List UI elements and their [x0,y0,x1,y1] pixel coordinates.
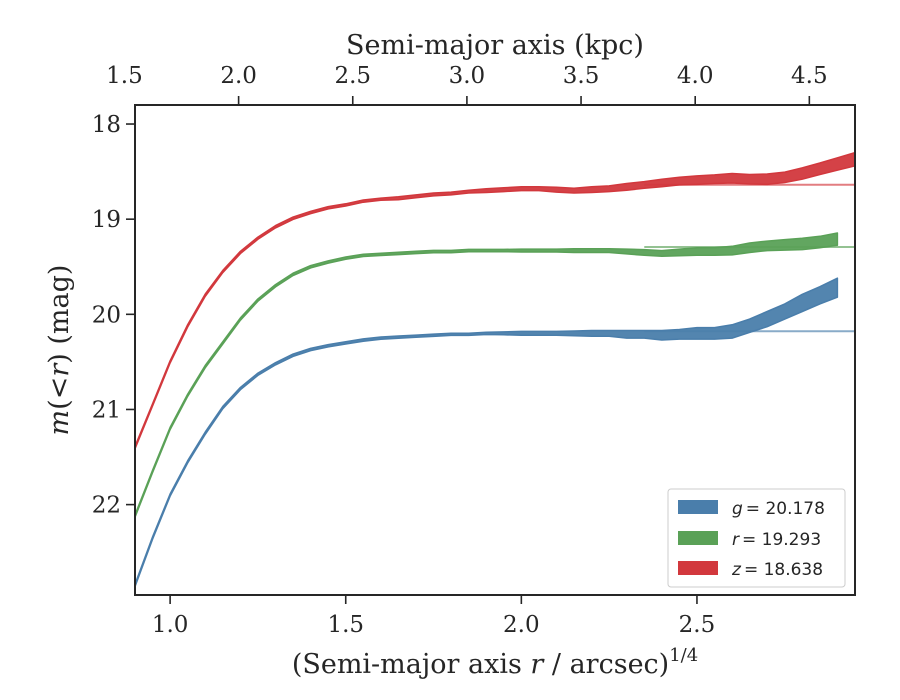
x-tick-label: 1.5 [327,612,364,638]
x-tick-label: 1.0 [152,612,189,638]
x-axis-ticks: 1.0 1.5 2.0 2.5 [152,595,715,638]
y-tick-label: 22 [92,493,121,519]
legend-label-g: g = 20.178 [732,499,825,519]
top-x-tick-label: 2.0 [220,63,257,89]
top-x-tick-label: 2.5 [334,63,371,89]
series-bands [135,151,855,588]
top-x-axis-label: Semi-major axis (kpc) [346,30,644,61]
y-tick-label: 20 [92,302,121,328]
band-g [135,277,839,588]
legend-swatch-g [678,500,718,514]
band-z [135,151,855,450]
x-tick-label: 2.0 [503,612,540,638]
y-tick-label: 19 [92,207,121,233]
y-axis-ticks: 18 19 20 21 22 [92,112,135,519]
top-x-tick-label: 4.0 [677,63,714,89]
top-x-tick-label: 1.5 [106,63,143,89]
top-x-axis-ticks: 1.5 2.0 2.5 3.0 3.5 4.0 4.5 [106,63,828,105]
legend-swatch-r [678,531,718,545]
x-tick-label: 2.5 [679,612,716,638]
y-tick-label: 18 [92,112,121,138]
legend-label-r: r = 19.293 [732,530,821,550]
legend-label-z: z = 18.638 [731,560,823,580]
band-r [135,232,839,518]
top-x-tick-label: 3.5 [563,63,600,89]
legend: g = 20.178 r = 19.293 z = 18.638 [667,488,846,588]
total-magnitude-lines [644,183,855,333]
top-x-tick-label: 3.0 [449,63,486,89]
plot-frame [134,104,856,596]
top-x-tick-label: 4.5 [791,63,828,89]
y-axis-label: m(<r) (mag) [44,265,75,436]
y-tick-label: 21 [92,397,121,423]
x-axis-label: (Semi-major axis r / arcsec)1/4 [292,645,698,680]
legend-swatch-z [678,561,718,575]
